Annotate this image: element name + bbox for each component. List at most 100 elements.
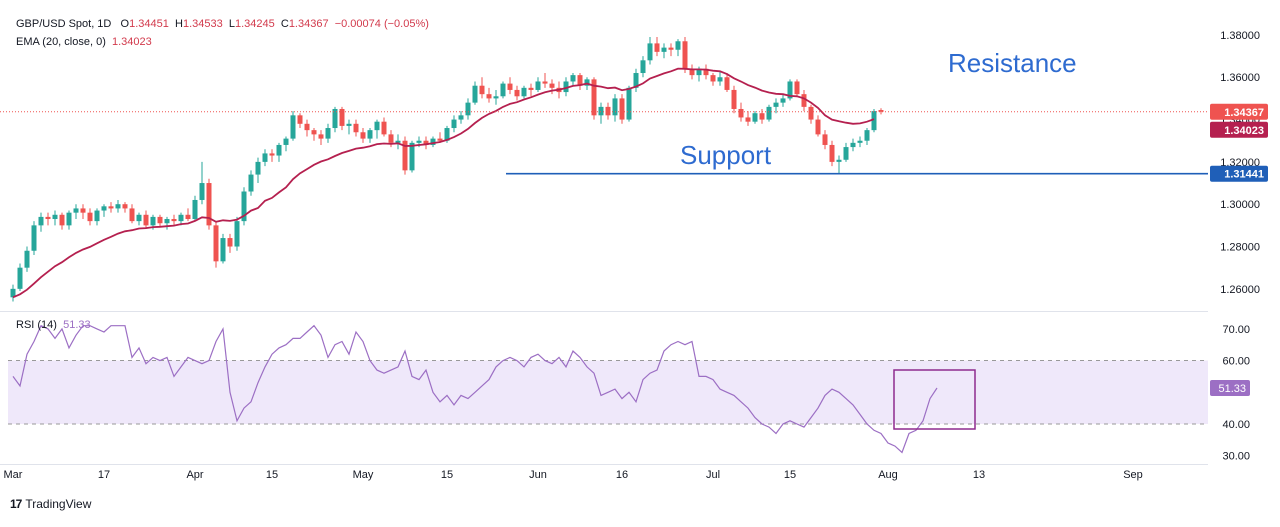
rsi-value-tag <box>1210 380 1250 397</box>
candle-body <box>815 119 821 135</box>
candle-body <box>311 130 317 135</box>
open-label: O <box>120 18 130 30</box>
candle-body <box>626 87 632 120</box>
ema-value: 1.34023 <box>112 36 152 48</box>
candle-body <box>745 117 751 122</box>
rsi-line <box>12 324 938 454</box>
low-value: 1.34245 <box>234 18 275 30</box>
candle-body <box>619 98 625 120</box>
candle-body <box>528 87 534 90</box>
candle-body <box>458 115 464 120</box>
rsi-legend: RSI (14) 51.33 <box>16 319 91 331</box>
candle-body <box>367 130 373 139</box>
candle-body <box>276 144 282 156</box>
candle-body <box>199 183 205 200</box>
rsi-tick-label: 70.00 <box>1222 324 1250 336</box>
candle-body <box>836 159 842 162</box>
candle-body <box>192 199 198 220</box>
candle-body <box>605 106 611 116</box>
candle-body <box>290 115 296 139</box>
rsi-value: 51.33 <box>63 319 91 331</box>
candle-body <box>101 206 107 211</box>
rsi-panel <box>8 324 1208 454</box>
candle-body <box>24 250 30 268</box>
candle-body <box>822 134 828 145</box>
candle-body <box>640 60 646 74</box>
candle-body <box>416 140 422 143</box>
candle-body <box>73 208 79 213</box>
candle-body <box>45 216 51 220</box>
price-tag <box>1210 165 1268 182</box>
candle-body <box>325 128 331 139</box>
candle-body <box>66 212 72 226</box>
candle-body <box>479 85 485 95</box>
candle-body <box>17 267 23 289</box>
candle-body <box>227 238 233 247</box>
price-tag <box>1210 121 1268 138</box>
candle-body <box>52 214 58 220</box>
price-tick-label: 1.26000 <box>1220 284 1260 296</box>
candle-body <box>682 41 688 69</box>
candle-body <box>801 94 807 107</box>
close-value: 1.34367 <box>288 18 329 30</box>
candle-body <box>59 214 65 226</box>
rsi-highlight-box <box>893 369 976 430</box>
candle-body <box>444 128 450 141</box>
time-tick-label: Sep <box>1123 469 1143 481</box>
candle-body <box>332 108 338 129</box>
candle-body <box>717 77 723 82</box>
ema-label: EMA (20, close, 0) <box>16 36 106 48</box>
candle-body <box>297 115 303 124</box>
candle-body <box>339 108 345 126</box>
rsi-label: RSI (14) <box>16 319 57 331</box>
candle-body <box>122 204 128 209</box>
axis-layer: 1.380001.360001.340001.320001.300001.280… <box>4 30 1268 481</box>
candle-body <box>535 81 541 90</box>
low-label: L <box>228 18 235 30</box>
candle-body <box>171 219 177 222</box>
candle-body <box>381 121 387 135</box>
candle-body <box>542 81 548 84</box>
candle-body <box>213 225 219 262</box>
candle-body <box>696 68 702 76</box>
change-value: −0.00074 (−0.05%) <box>334 18 429 30</box>
candle-body <box>829 144 835 162</box>
candle-body <box>143 214 149 226</box>
price-tag <box>1210 103 1268 120</box>
candle-body <box>220 238 226 262</box>
time-tick-label: 15 <box>441 469 453 481</box>
time-tick-label: 13 <box>973 469 985 481</box>
candle-body <box>402 140 408 171</box>
candle-body <box>269 153 275 156</box>
candle-body <box>283 138 289 145</box>
candle-body <box>878 110 884 112</box>
candle-body <box>164 219 170 224</box>
candle-body <box>346 123 352 126</box>
candle-body <box>759 113 765 120</box>
candle-body <box>80 208 86 213</box>
candle-body <box>304 123 310 131</box>
candle-body <box>115 204 121 209</box>
candle-body <box>395 140 401 143</box>
candle-body <box>563 81 569 93</box>
candle-body <box>507 83 513 90</box>
time-tick-label: 16 <box>616 469 628 481</box>
price-tag-label: 1.34367 <box>1224 107 1264 119</box>
candle-body <box>584 79 590 86</box>
grid-layer <box>0 311 1208 465</box>
candle-body <box>360 132 366 139</box>
candle-body <box>794 81 800 95</box>
support-annotation: Support <box>680 140 772 170</box>
candle-body <box>752 113 758 122</box>
candle-body <box>423 140 429 145</box>
candle-body <box>724 77 730 90</box>
candle-body <box>318 134 324 139</box>
tradingview-logo[interactable]: 17 TradingView <box>10 497 91 511</box>
price-tick-label: 1.36000 <box>1220 72 1260 84</box>
candle-body <box>633 73 639 88</box>
price-tick-label: 1.30000 <box>1220 199 1260 211</box>
candle-body <box>206 183 212 226</box>
candle-body <box>773 102 779 107</box>
candle-body <box>808 106 814 120</box>
